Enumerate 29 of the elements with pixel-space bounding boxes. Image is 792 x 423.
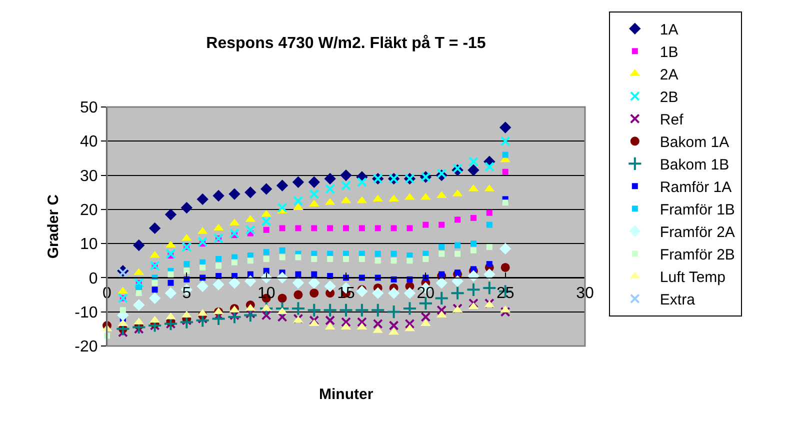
legend-label: 2B <box>660 89 678 106</box>
y-tick-label: 20 <box>80 202 98 220</box>
y-tick-label: -20 <box>74 338 98 356</box>
x-axis-title: Minuter <box>319 386 374 403</box>
legend-label: Extra <box>660 292 696 308</box>
legend-label: Framför 2B <box>660 246 735 264</box>
x-tick-label: 20 <box>416 284 435 302</box>
x-tick-label: 10 <box>257 284 276 302</box>
y-tick-label: 10 <box>80 236 98 254</box>
legend-label: Framför 2A <box>660 224 735 241</box>
x-tick-label: 30 <box>576 284 594 302</box>
x-tick-label: 5 <box>182 284 192 302</box>
y-tick-label: 0 <box>88 270 98 288</box>
chart-title: Respons 4730 W/m2. Fläkt på T = -15 <box>206 34 486 52</box>
legend-label: Luft Temp <box>660 269 726 286</box>
x-tick-label: 15 <box>337 284 355 302</box>
y-tick-label: 30 <box>80 168 98 185</box>
legend-label: 1A <box>660 22 678 38</box>
y-tick-label: -10 <box>74 304 98 322</box>
y-axis-title: Grader C <box>44 194 62 259</box>
legend-label: Ref <box>660 112 684 128</box>
legend-label: Bakom 1A <box>660 134 730 151</box>
y-tick-label: 40 <box>80 134 98 151</box>
legend-label: Bakom 1B <box>660 156 730 174</box>
legend-label: 2A <box>660 66 678 84</box>
legend-label: 1B <box>660 44 678 61</box>
legend-label: Ramför 1A <box>660 179 732 196</box>
legend-label: Framför 1B <box>660 202 735 218</box>
y-tick-label: 50 <box>80 100 98 117</box>
